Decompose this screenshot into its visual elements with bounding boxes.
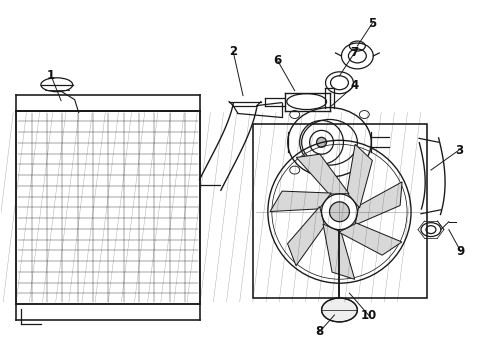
Ellipse shape	[321, 298, 357, 322]
Text: 3: 3	[455, 144, 463, 157]
Text: 1: 1	[47, 69, 55, 82]
Text: 6: 6	[274, 54, 282, 67]
Bar	[16, 111, 200, 304]
Polygon shape	[296, 154, 349, 194]
Polygon shape	[270, 191, 331, 212]
Text: 8: 8	[316, 325, 324, 338]
Polygon shape	[323, 224, 355, 279]
Polygon shape	[355, 182, 402, 225]
Polygon shape	[288, 207, 324, 266]
Ellipse shape	[317, 137, 326, 147]
Text: 7: 7	[350, 46, 359, 59]
Polygon shape	[347, 144, 372, 208]
Bar	[253, 125, 427, 298]
Text: 2: 2	[229, 45, 237, 58]
Text: 4: 4	[350, 79, 359, 92]
Text: 5: 5	[368, 17, 376, 30]
Text: 9: 9	[457, 245, 465, 258]
Polygon shape	[339, 223, 402, 255]
Text: 10: 10	[361, 310, 377, 323]
Ellipse shape	[329, 202, 349, 222]
